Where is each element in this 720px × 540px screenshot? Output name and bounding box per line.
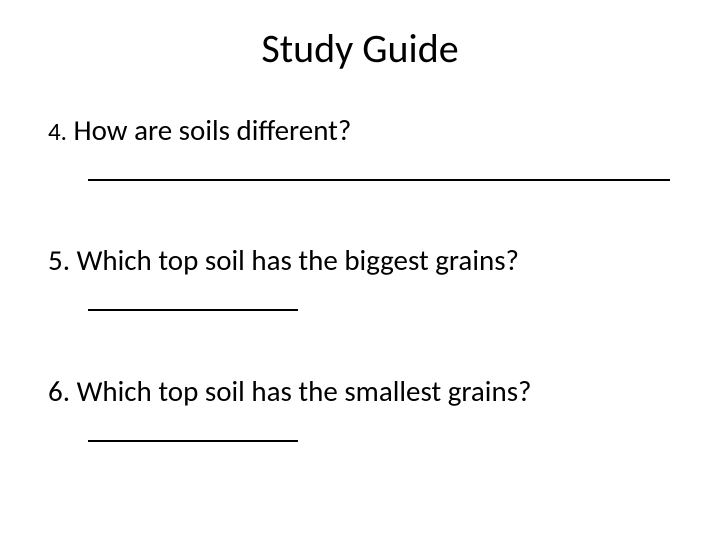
- question-number: 4.: [48, 116, 67, 147]
- question-5: 5. Which top soil has the biggest grains…: [48, 241, 672, 321]
- question-text: Which top soil has the smallest grains?: [77, 373, 532, 409]
- answer-blank: [88, 282, 672, 321]
- page-title: Study Guide: [48, 24, 672, 73]
- question-4: 4. How are soils different?: [48, 111, 672, 191]
- question-number: 6.: [48, 373, 70, 409]
- page: Study Guide 4. How are soils different? …: [0, 0, 720, 540]
- question-number: 5.: [48, 242, 70, 278]
- question-6: 6. Which top soil has the smallest grain…: [48, 372, 672, 452]
- question-text: Which top soil has the biggest grains?: [77, 242, 519, 278]
- answer-blank: [88, 152, 672, 191]
- question-text: How are soils different?: [74, 112, 352, 148]
- answer-blank: [88, 413, 672, 452]
